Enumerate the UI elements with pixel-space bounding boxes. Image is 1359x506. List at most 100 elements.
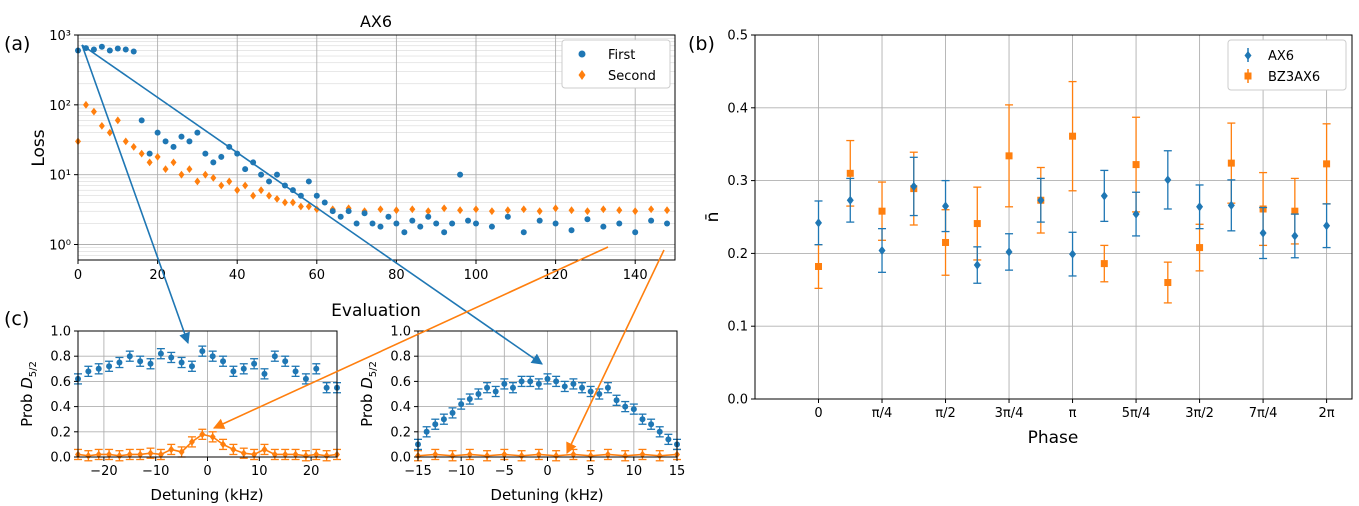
data-point-first [501,380,508,387]
data-point-second [178,448,185,456]
data-point-second [664,206,671,215]
series-marks-b [814,80,1331,304]
panel-b-nbar-chart: 0.0 0.1 0.2 0.3 0.4 0.5 0 π/4 π/2 3π/4 π 5π/4 3π/2 7π… [703,29,1353,448]
x-tick-label: 3π/2 [1185,406,1214,421]
data-point-second [130,142,137,151]
data-point-second [230,445,237,454]
data-point-first [292,368,299,375]
data-point-ax6 [1069,249,1077,259]
y-tick-label: 10² [49,99,71,114]
data-point-first [616,220,623,227]
data-point-first [220,358,227,365]
legend-marker-ax6 [1244,51,1252,60]
x-tick-label: π [1069,406,1077,421]
data-point-second [282,450,289,459]
data-point-first [271,353,278,360]
grid-c2 [417,330,678,458]
data-point-bz3ax6 [1132,161,1140,169]
data-point-first [484,384,491,391]
data-point-bz3ax6 [1164,279,1172,287]
legend-marker-bz3ax6 [1244,72,1252,80]
y-tick-label: 0.0 [727,393,748,408]
y-tick-label: 0.2 [727,247,748,262]
data-point-first [106,47,113,54]
y-tick-label: 0.0 [390,451,411,466]
data-point-first [401,229,408,236]
data-point-second [126,450,133,459]
data-point-first [146,150,153,157]
data-point-first [639,416,646,423]
data-point-bz3ax6 [973,220,981,228]
data-point-first [218,153,225,160]
x-tick-label: 5π/4 [1122,406,1151,421]
data-point-first [417,223,424,230]
ticks-c1: 0.0 0.2 0.4 0.6 0.8 1.0 −20 −10 0 10 20 [50,325,319,480]
data-point-first [584,216,591,223]
data-point-second [425,207,432,216]
y-tick-label: 1.0 [50,325,71,340]
data-point-first [561,383,568,390]
arrow-second-to-c2 [566,249,665,455]
data-point-ax6 [910,181,918,191]
data-point-first [604,384,611,391]
data-point-ax6 [1259,228,1267,238]
data-point-first [337,213,344,220]
data-point-first [579,384,586,391]
y-axis-label-c1: Prob D5/2 [18,361,39,427]
data-point-first [323,384,330,391]
data-point-second [313,205,320,214]
data-point-first [520,229,527,236]
legend-label-first: First [608,48,635,63]
data-point-second [220,440,227,449]
data-point-first [170,143,177,150]
data-point-first [544,375,551,382]
data-point-second [552,204,559,213]
data-point-first [329,208,336,215]
data-point-second [600,205,607,214]
data-point-second [648,205,655,214]
data-point-bz3ax6 [1100,260,1108,268]
data-point-second [584,207,591,216]
data-point-bz3ax6 [1227,159,1235,167]
data-point-first [178,133,185,140]
arrow-first-to-c1 [81,44,190,345]
data-point-second [106,128,113,137]
data-point-second [90,107,97,116]
data-point-first [266,178,273,185]
data-point-first [613,397,620,404]
data-point-first [458,401,465,408]
data-point-first [274,171,280,178]
data-point-second [457,206,464,215]
data-point-ax6 [1227,200,1235,210]
data-point-first [126,353,133,360]
data-point-first [154,129,161,136]
y-tick-label: 0.0 [50,451,71,466]
x-tick-label: 15 [669,464,686,479]
y-tick-label: 0.4 [390,400,411,415]
data-point-first [147,360,154,367]
data-point-ax6 [973,260,981,270]
data-point-second [271,450,278,459]
x-tick-label: −20 [90,464,117,479]
data-point-second [281,198,288,207]
data-point-first [552,220,559,227]
data-point-ax6 [1005,247,1013,257]
data-point-second [377,205,384,214]
data-point-second [305,202,312,211]
x-tick-label: −10 [447,464,474,479]
data-point-second [210,173,217,182]
y-tick-label: 0.2 [390,425,411,440]
x-tick-label: 3π/4 [995,406,1024,421]
x-tick-label: −10 [142,464,169,479]
data-point-second [323,451,330,460]
data-point-first [632,229,639,236]
y-tick-label: 10³ [49,29,71,44]
data-point-first [433,220,440,227]
data-point-second [297,202,304,211]
data-point-second [261,445,268,454]
data-point-ax6 [846,195,854,205]
data-point-first [425,213,432,220]
data-point-second [289,198,296,207]
panel-label-b: (b) [688,33,715,55]
data-point-bz3ax6 [1196,244,1204,252]
